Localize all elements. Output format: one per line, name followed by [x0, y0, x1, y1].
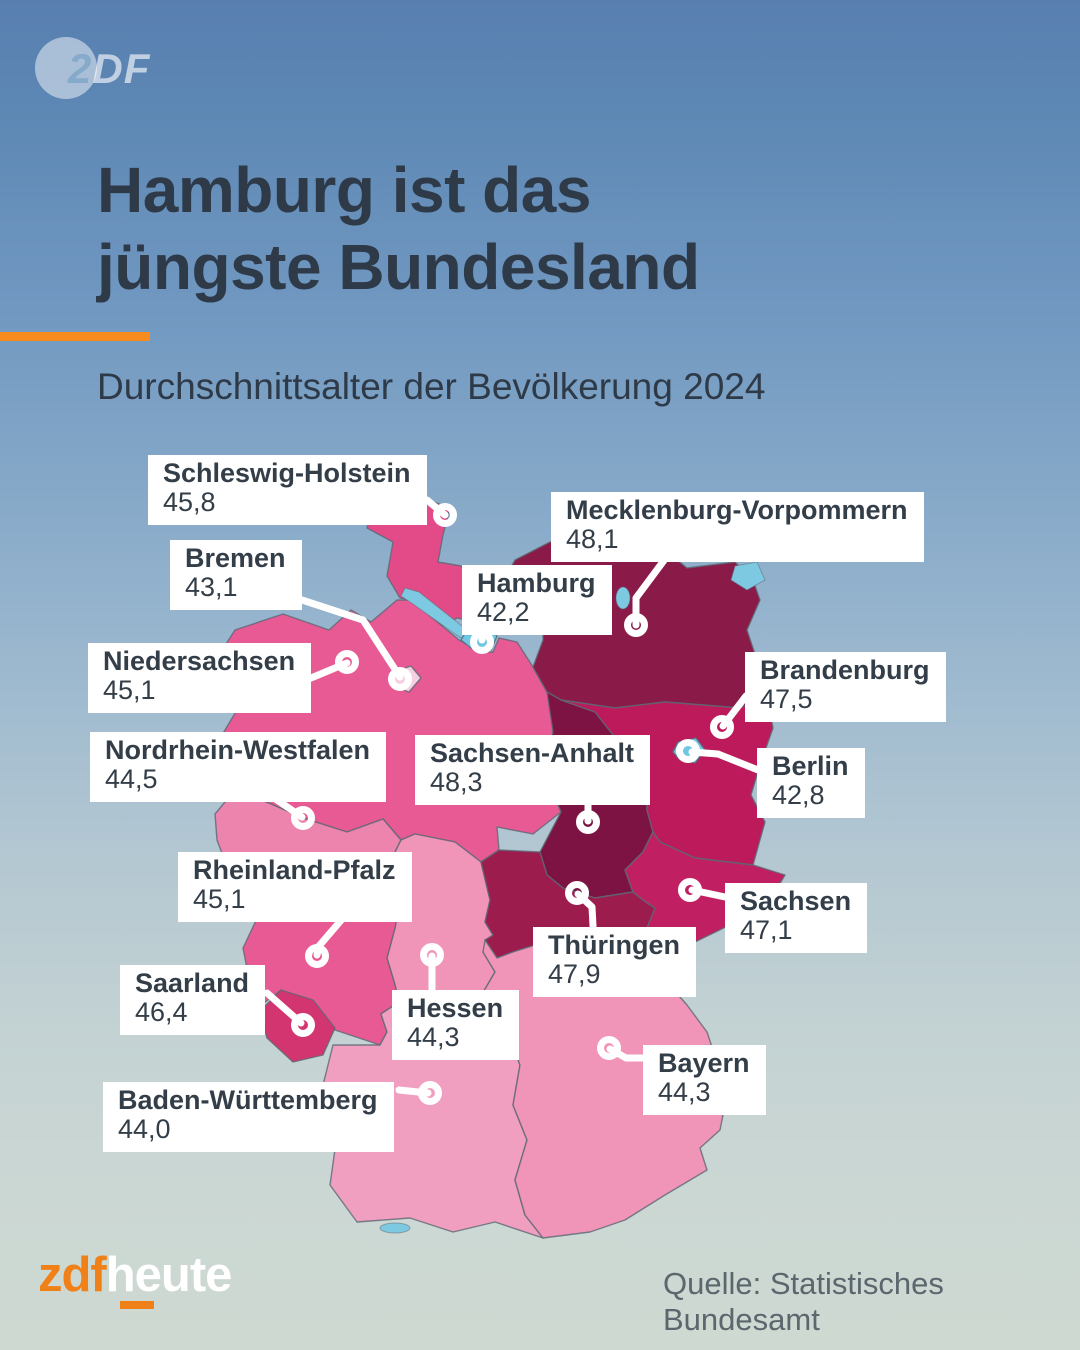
marker-ring-ni [335, 650, 359, 674]
state-value: 44,3 [658, 1077, 711, 1107]
state-name: Mecklenburg-Vorpommern [566, 495, 908, 525]
state-label-bb: Brandenburg 47,5 [745, 652, 946, 722]
subtitle: Durchschnittsalter der Bevölkerung 2024 [97, 366, 766, 407]
state-label-ni: Niedersachsen 45,1 [88, 643, 312, 713]
marker-ring-be [676, 739, 700, 763]
source-note: Quelle: Statistisches Bundesamt [663, 1266, 944, 1337]
zdfheute-logo-zdf: zdf [38, 1248, 107, 1302]
marker-ring-bw [418, 1081, 442, 1105]
stettiner-haff-water [730, 561, 766, 591]
marker-ring-nw [291, 806, 315, 830]
state-label-he: Hessen 44,3 [392, 990, 520, 1060]
state-name: Berlin [772, 751, 849, 781]
state-name: Saarland [135, 968, 250, 998]
state-name: Sachsen-Anhalt [430, 738, 635, 768]
state-name: Thüringen [548, 930, 680, 960]
marker-ring-sn [678, 878, 702, 902]
bodensee-lake [379, 1222, 411, 1234]
zdf-logo: 2DF [35, 37, 195, 107]
state-name: Rheinland-Pfalz [193, 855, 396, 885]
marker-ring-th [565, 881, 589, 905]
state-value: 47,5 [760, 684, 813, 714]
accent-bar [0, 332, 150, 341]
state-value: 45,8 [163, 487, 216, 517]
marker-ring-he [420, 943, 444, 967]
marker-ring-hb [388, 667, 412, 691]
marker-ring-st [576, 810, 600, 834]
marker-ring-sl [291, 1013, 315, 1037]
state-label-hh: Hamburg 42,2 [462, 565, 612, 635]
state-label-bw: Baden-Württemberg 44,0 [103, 1082, 394, 1152]
state-value: 47,1 [740, 915, 793, 945]
state-name: Bremen [185, 543, 286, 573]
state-label-be: Berlin 42,8 [757, 748, 865, 818]
state-value: 46,4 [135, 997, 188, 1027]
state-name: Hamburg [477, 568, 596, 598]
marker-ring-mv [624, 613, 648, 637]
state-value: 44,0 [118, 1114, 171, 1144]
marker-ring-bb [710, 715, 734, 739]
state-label-by: Bayern 44,3 [643, 1045, 766, 1115]
state-name: Baden-Württemberg [118, 1085, 378, 1115]
state-name: Nordrhein-Westfalen [105, 735, 371, 765]
zdf-logo-text: 2DF [68, 45, 150, 93]
state-value: 45,1 [193, 884, 246, 914]
state-label-hb: Bremen 43,1 [170, 540, 302, 610]
marker-rings [291, 503, 734, 1105]
state-value: 42,2 [477, 597, 530, 627]
state-value: 48,1 [566, 524, 619, 554]
state-name: Schleswig-Holstein [163, 458, 411, 488]
state-label-sl: Saarland 46,4 [120, 965, 266, 1035]
state-name: Brandenburg [760, 655, 930, 685]
state-value: 44,3 [407, 1022, 460, 1052]
state-name: Niedersachsen [103, 646, 296, 676]
zdf-logo-2: 2 [68, 45, 93, 92]
state-label-sn: Sachsen 47,1 [725, 883, 868, 953]
state-name: Hessen [407, 993, 504, 1023]
state-value: 47,9 [548, 959, 601, 989]
state-label-st: Sachsen-Anhalt 48,3 [415, 735, 651, 805]
state-label-mv: Mecklenburg-Vorpommern 48,1 [551, 492, 924, 562]
state-value: 44,5 [105, 764, 158, 794]
state-name: Bayern [658, 1048, 750, 1078]
state-name: Sachsen [740, 886, 852, 916]
zdfheute-logo: zdfheute [38, 1247, 233, 1309]
marker-ring-by [597, 1036, 621, 1060]
state-value: 43,1 [185, 572, 238, 602]
state-label-rp: Rheinland-Pfalz 45,1 [178, 852, 412, 922]
marker-ring-rp [305, 944, 329, 968]
leader-line-be [688, 748, 762, 774]
state-label-th: Thüringen 47,9 [533, 927, 696, 997]
zdfheute-logo-underscore [120, 1301, 154, 1309]
state-label-sh: Schleswig-Holstein 45,8 [148, 455, 427, 525]
state-value: 45,1 [103, 675, 156, 705]
state-value: 42,8 [772, 780, 825, 810]
marker-ring-sh [433, 503, 457, 527]
zdf-logo-bubble-icon [35, 37, 97, 99]
title-line-2: jüngste Bundesland [97, 231, 700, 303]
zdfheute-logo-heute: heute [105, 1248, 233, 1302]
leader-line-hb [298, 596, 404, 681]
title-line-1: Hamburg ist das [97, 154, 591, 226]
page-title: Hamburg ist das jüngste Bundesland [97, 152, 700, 306]
mueritz-lake [615, 586, 631, 610]
zdf-logo-df: DF [92, 45, 151, 92]
state-value: 48,3 [430, 767, 483, 797]
state-label-nw: Nordrhein-Westfalen 44,5 [90, 732, 387, 802]
